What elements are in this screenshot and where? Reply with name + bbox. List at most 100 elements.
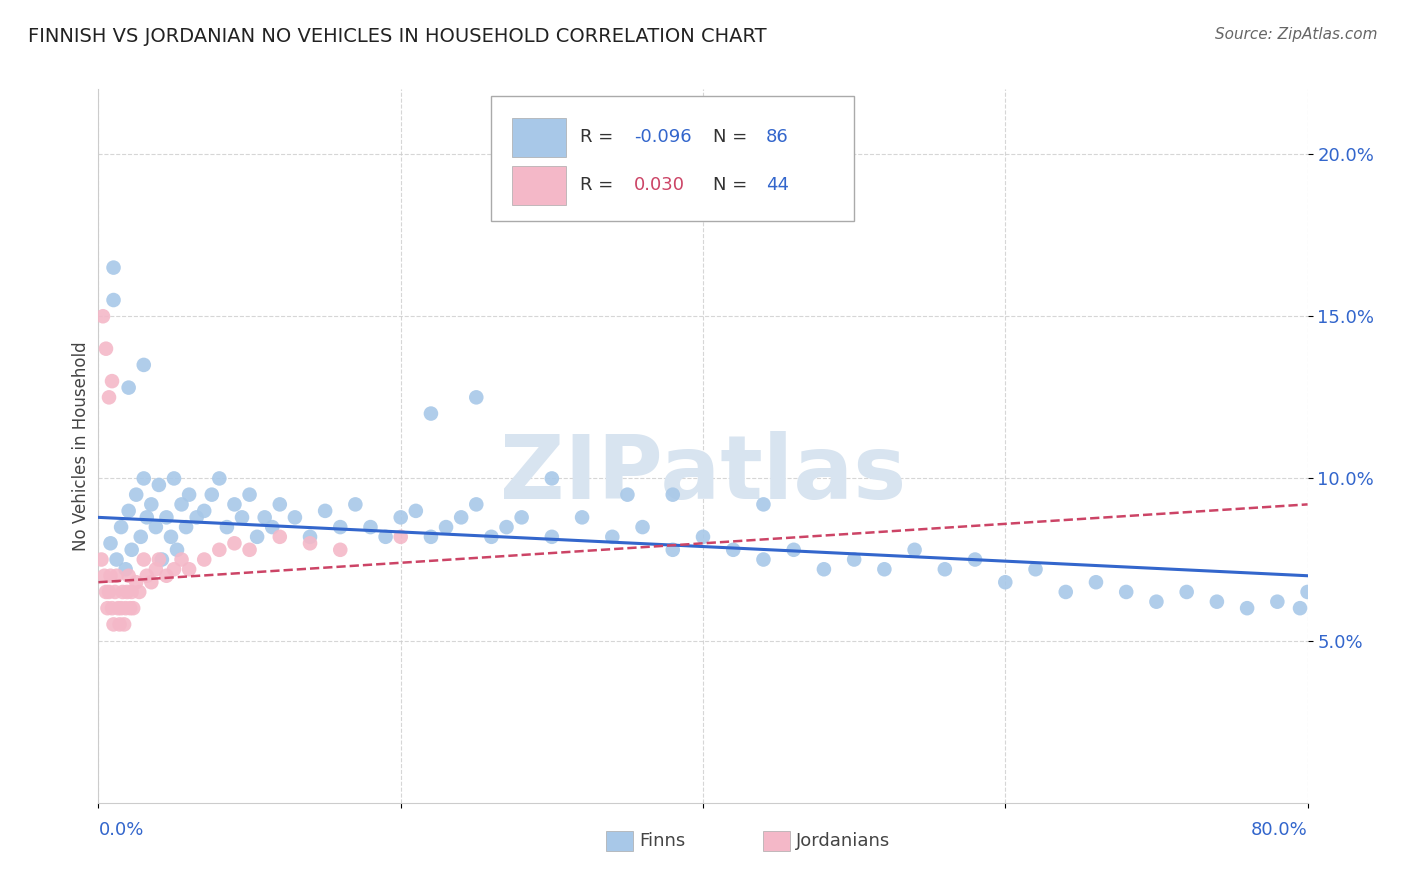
Point xyxy=(186,510,208,524)
Point xyxy=(389,510,412,524)
Point xyxy=(111,585,134,599)
Point xyxy=(420,530,443,544)
Point xyxy=(128,585,150,599)
Text: 0.030: 0.030 xyxy=(634,176,685,194)
Text: Jordanians: Jordanians xyxy=(796,832,890,850)
Point xyxy=(389,530,412,544)
Point xyxy=(253,510,276,524)
Point xyxy=(844,552,866,566)
Point xyxy=(1175,585,1198,599)
Point xyxy=(148,478,170,492)
Point xyxy=(170,552,193,566)
Point xyxy=(208,542,231,557)
Point xyxy=(215,520,238,534)
Point xyxy=(450,510,472,524)
Point xyxy=(602,530,624,544)
Bar xyxy=(763,831,790,851)
Text: N =: N = xyxy=(713,128,752,146)
Text: 44: 44 xyxy=(766,176,789,194)
Point xyxy=(163,471,186,485)
Point xyxy=(179,488,201,502)
Point xyxy=(174,520,197,534)
Point xyxy=(314,504,336,518)
Point xyxy=(163,562,186,576)
Text: ZIPatlas: ZIPatlas xyxy=(501,431,905,518)
Point xyxy=(1144,595,1167,609)
Point xyxy=(98,390,121,404)
Point xyxy=(101,601,124,615)
Point xyxy=(434,520,457,534)
Point xyxy=(107,601,129,615)
Point xyxy=(103,260,125,275)
Point xyxy=(374,530,396,544)
Point xyxy=(1085,575,1108,590)
Point xyxy=(110,601,132,615)
Bar xyxy=(606,831,633,851)
Point xyxy=(224,497,246,511)
Point xyxy=(783,542,806,557)
Y-axis label: No Vehicles in Household: No Vehicles in Household xyxy=(72,341,90,551)
Point xyxy=(495,520,517,534)
Point xyxy=(120,601,142,615)
Point xyxy=(132,358,155,372)
Point xyxy=(125,488,148,502)
Point xyxy=(112,617,135,632)
Text: R =: R = xyxy=(579,176,619,194)
Point xyxy=(90,552,112,566)
Point xyxy=(1267,595,1289,609)
Point xyxy=(193,552,215,566)
Point xyxy=(105,568,128,582)
Point xyxy=(239,488,262,502)
Point xyxy=(114,601,136,615)
Point xyxy=(752,552,775,566)
Point xyxy=(813,562,835,576)
Point xyxy=(96,601,118,615)
Point xyxy=(360,520,382,534)
Point xyxy=(145,562,167,576)
Point xyxy=(100,536,122,550)
Point xyxy=(934,562,956,576)
Point xyxy=(94,585,117,599)
Point xyxy=(150,552,173,566)
Point xyxy=(98,585,121,599)
Point xyxy=(231,510,253,524)
Point xyxy=(108,617,131,632)
Point xyxy=(344,497,367,511)
Point xyxy=(616,488,638,502)
Point xyxy=(465,390,488,404)
Point xyxy=(129,530,152,544)
Point xyxy=(1115,585,1137,599)
Point xyxy=(114,562,136,576)
Point xyxy=(141,497,163,511)
Point xyxy=(510,510,533,524)
Point xyxy=(540,530,562,544)
Point xyxy=(121,542,143,557)
FancyBboxPatch shape xyxy=(492,96,855,221)
Text: 80.0%: 80.0% xyxy=(1251,821,1308,838)
Point xyxy=(661,488,683,502)
Point xyxy=(904,542,927,557)
Text: N =: N = xyxy=(713,176,752,194)
Point xyxy=(179,562,201,576)
Point xyxy=(269,497,291,511)
Point xyxy=(103,293,125,307)
Point xyxy=(193,504,215,518)
Point xyxy=(135,510,157,524)
Point xyxy=(132,552,155,566)
Point xyxy=(103,617,125,632)
Point xyxy=(93,568,115,582)
Text: 86: 86 xyxy=(766,128,789,146)
Point xyxy=(160,530,183,544)
Point xyxy=(1236,601,1258,615)
Point xyxy=(155,510,177,524)
Point xyxy=(145,520,167,534)
Point xyxy=(420,407,443,421)
Point xyxy=(224,536,246,550)
Point xyxy=(631,520,654,534)
Point xyxy=(125,575,148,590)
Point xyxy=(121,585,143,599)
Point xyxy=(329,542,352,557)
Point xyxy=(246,530,269,544)
Point xyxy=(118,504,141,518)
Point xyxy=(155,568,177,582)
